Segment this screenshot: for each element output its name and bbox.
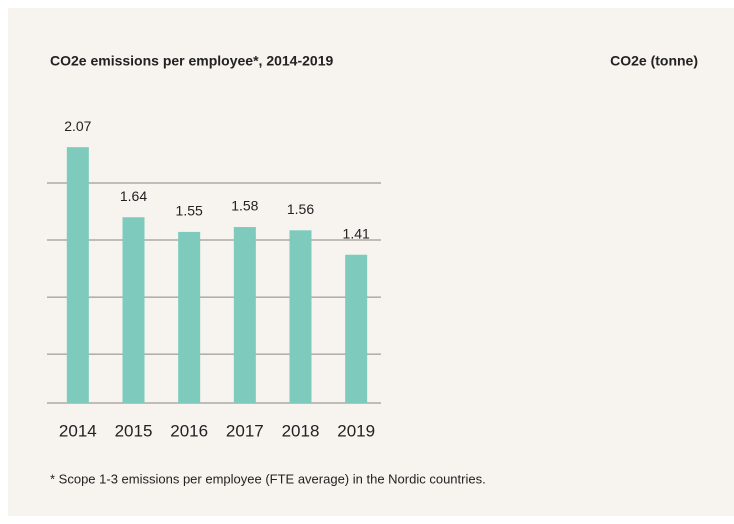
x-tick-label: 2016 [170, 421, 208, 440]
footnote: * Scope 1-3 emissions per employee (FTE … [50, 471, 486, 486]
x-tick-label: 2014 [59, 421, 97, 440]
y-axis-label: CO2e (tonne) [610, 53, 698, 69]
x-tick-label: 2017 [226, 421, 264, 440]
bar [66, 147, 89, 403]
value-label: 2.07 [64, 118, 91, 134]
bar [289, 230, 312, 403]
value-label: 1.56 [287, 201, 314, 217]
bar [122, 217, 145, 403]
value-label: 1.41 [343, 225, 370, 241]
bar [345, 254, 368, 403]
x-tick-label: 2018 [282, 421, 320, 440]
chart-title: CO2e emissions per employee*, 2014-2019 [50, 53, 333, 69]
bar [233, 227, 256, 403]
value-label: 1.58 [231, 198, 258, 214]
value-label: 1.55 [176, 203, 203, 219]
x-tick-label: 2015 [115, 421, 153, 440]
x-tick-label: 2019 [337, 421, 375, 440]
value-label: 1.64 [120, 188, 147, 204]
bar [178, 231, 201, 403]
